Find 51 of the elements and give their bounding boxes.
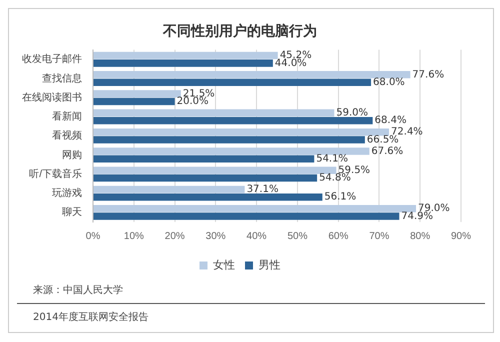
data-label: 56.1% (324, 192, 356, 203)
bar (94, 90, 181, 98)
data-label: 68.4% (374, 115, 406, 126)
y-tick-label: 网购 (62, 150, 82, 161)
chart-title: 不同性别用户的电脑行为 (162, 22, 317, 38)
data-label: 67.6% (371, 146, 404, 157)
bar (94, 78, 372, 86)
x-tick-label: 80% (410, 230, 430, 242)
bar (94, 60, 273, 67)
bar (94, 136, 365, 144)
x-tick-label: 10% (124, 230, 144, 242)
data-label: 37.1% (246, 184, 278, 196)
bar (94, 186, 245, 194)
y-tick-label: 玩游戏 (52, 187, 82, 200)
bar (94, 128, 390, 136)
y-tick-label: 看新闻 (52, 110, 82, 123)
legend-label: 女性 (213, 260, 235, 272)
y-tick-label: 查找信息 (42, 72, 82, 84)
bar (94, 174, 318, 182)
bar (94, 155, 314, 162)
x-tick-label: 60% (328, 230, 348, 242)
bar (94, 116, 373, 124)
x-tick-label: 30% (206, 230, 226, 242)
bar (94, 166, 336, 174)
bar (94, 212, 400, 220)
bar (94, 71, 410, 78)
y-tick-label: 收发电子邮件 (22, 53, 82, 66)
data-label: 54.1% (316, 153, 348, 164)
x-tick-label: 0% (86, 230, 100, 242)
data-label: 77.6% (412, 69, 444, 80)
bar (94, 109, 334, 117)
x-tick-label: 70% (369, 230, 390, 242)
data-label: 20.0% (176, 96, 209, 108)
source-note: 来源：中国人民大学 (17, 281, 485, 304)
x-tick-label: 50% (287, 230, 308, 242)
x-tick-label: 20% (164, 230, 185, 242)
bar (94, 204, 416, 212)
bar (94, 98, 175, 106)
y-tick-label: 看视频 (52, 130, 82, 142)
text: 2014年度互联网安全报告 (32, 310, 150, 325)
bar (94, 148, 370, 155)
y-tick-label: 听/下载音乐 (29, 168, 82, 180)
x-tick-label: 40% (246, 230, 267, 242)
data-label: 59.0% (336, 108, 368, 119)
legend-label: 男性 (258, 260, 280, 272)
y-tick-label: 聊天 (62, 206, 82, 218)
data-label: 68.0% (373, 76, 405, 88)
bar (94, 193, 322, 201)
x-tick-label: 90% (450, 230, 472, 242)
bar (94, 52, 278, 60)
y-tick-label: 在线阅读图书 (22, 91, 82, 104)
